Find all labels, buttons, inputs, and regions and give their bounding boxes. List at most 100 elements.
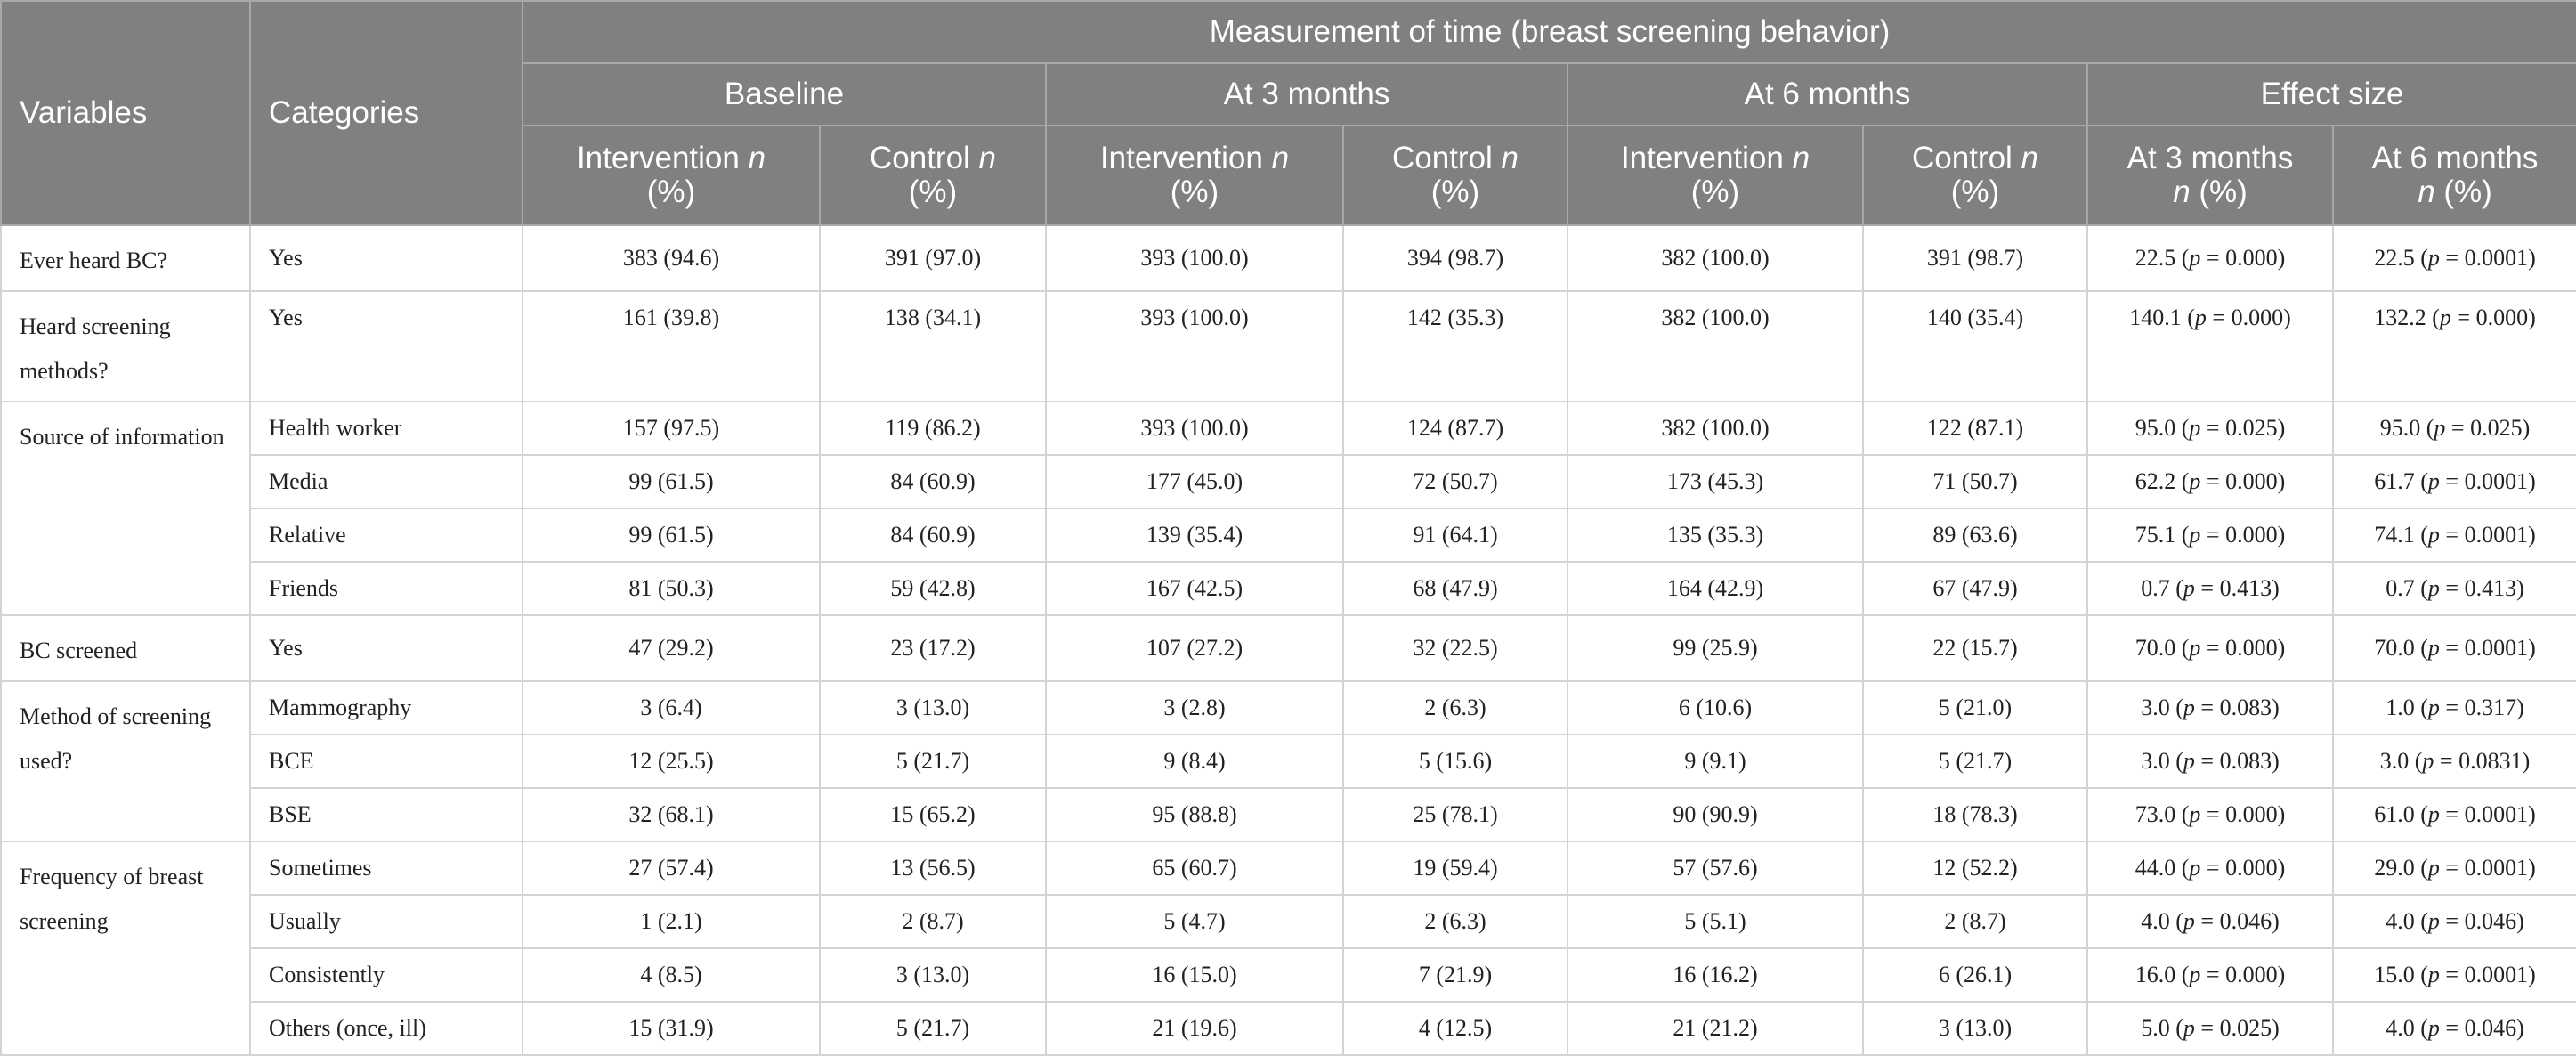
effect-size-cell: 22.5 (p = 0.000): [2086, 224, 2334, 292]
value-cell: 57 (57.6): [1567, 841, 1864, 896]
category-cell: Yes: [249, 290, 523, 402]
value-cell: 139 (35.4): [1045, 508, 1344, 563]
header-intervention: Intervention n (%): [1045, 125, 1344, 226]
value-cell: 157 (97.5): [522, 401, 821, 456]
table-row: Friends 81 (50.3) 59 (42.8) 167 (42.5) 68 (4…: [1, 561, 2576, 616]
effect-size-cell: 3.0 (p = 0.083): [2086, 680, 2334, 735]
effect-size-cell: 70.0 (p = 0.0001): [2331, 614, 2576, 682]
value-cell: 393 (100.0): [1045, 401, 1344, 456]
value-cell: 382 (100.0): [1567, 290, 1864, 402]
table-row: Consistently 4 (8.5) 3 (13.0) 16 (15.0) 7 (2…: [1, 947, 2576, 1003]
value-cell: 13 (56.5): [819, 841, 1047, 896]
p-symbol: p: [2189, 245, 2201, 271]
value-cell: 12 (25.5): [522, 734, 821, 789]
value-cell: 5 (21.7): [819, 734, 1047, 789]
table-row: Source of information Health worker 157 (9…: [0, 401, 2576, 616]
p-symbol: p: [2427, 1015, 2440, 1041]
value-cell: 18 (78.3): [1862, 787, 2088, 842]
table-row: Media 99 (61.5) 84 (60.9) 177 (45.0) 72 (50.…: [1, 454, 2576, 509]
value-cell: 393 (100.0): [1045, 224, 1344, 292]
value-cell: 4 (8.5): [522, 947, 821, 1003]
value-cell: 4 (12.5): [1342, 1001, 1568, 1056]
effect-size-cell: 95.0 (p = 0.025): [2331, 401, 2576, 456]
p-symbol: p: [2427, 522, 2440, 548]
effect-size-cell: 29.0 (p = 0.0001): [2331, 841, 2576, 896]
p-symbol: p: [2427, 695, 2440, 720]
category-cell: Usually: [249, 894, 523, 949]
header-control: Control n (%): [1862, 125, 2088, 226]
value-cell: 68 (47.9): [1342, 561, 1568, 616]
p-symbol: p: [2189, 801, 2201, 827]
value-cell: 32 (68.1): [522, 787, 821, 842]
header-control: Control n (%): [1342, 125, 1568, 226]
header-categories: Categories: [249, 0, 523, 226]
value-cell: 47 (29.2): [522, 614, 821, 682]
p-symbol: p: [2427, 908, 2440, 934]
value-cell: 3 (13.0): [819, 680, 1047, 735]
p-symbol: p: [2189, 522, 2201, 548]
value-cell: 27 (57.4): [522, 841, 821, 896]
header-baseline: Baseline: [522, 62, 1047, 126]
effect-size-cell: 15.0 (p = 0.0001): [2331, 947, 2576, 1003]
value-cell: 6 (26.1): [1862, 947, 2088, 1003]
table-header: Variables Categories Measurement of time…: [0, 0, 2576, 226]
value-cell: 16 (16.2): [1567, 947, 1864, 1003]
n-symbol: n: [748, 141, 766, 175]
effect-size-cell: 5.0 (p = 0.025): [2086, 1001, 2334, 1056]
category-cell: Friends: [249, 561, 523, 616]
header-3-months: At 3 months: [1045, 62, 1568, 126]
value-cell: 167 (42.5): [1045, 561, 1344, 616]
value-cell: 7 (21.9): [1342, 947, 1568, 1003]
p-symbol: p: [2427, 635, 2440, 661]
p-symbol: p: [2183, 575, 2195, 601]
value-cell: 84 (60.9): [819, 508, 1047, 563]
category-cell: Yes: [249, 224, 523, 292]
n-symbol: n: [978, 141, 997, 175]
value-cell: 91 (64.1): [1342, 508, 1568, 563]
value-cell: 21 (19.6): [1045, 1001, 1344, 1056]
value-cell: 142 (35.3): [1342, 290, 1568, 402]
value-cell: 32 (22.5): [1342, 614, 1568, 682]
header-control: Control n (%): [819, 125, 1047, 226]
effect-size-cell: 4.0 (p = 0.046): [2331, 894, 2576, 949]
table-row: Others (once, ill) 15 (31.9) 5 (21.7) 21 (1…: [1, 1001, 2576, 1056]
value-cell: 5 (5.1): [1567, 894, 1864, 949]
category-cell: Health worker: [249, 401, 523, 456]
value-cell: 5 (21.7): [1862, 734, 2088, 789]
category-cell: BSE: [249, 787, 523, 842]
table-row: Frequency of breast screening Sometimes 27…: [0, 841, 2576, 1056]
effect-size-cell: 1.0 (p = 0.317): [2331, 680, 2576, 735]
value-cell: 391 (97.0): [819, 224, 1047, 292]
value-cell: 6 (10.6): [1567, 680, 1864, 735]
value-cell: 25 (78.1): [1342, 787, 1568, 842]
value-cell: 107 (27.2): [1045, 614, 1344, 682]
effect-size-cell: 0.7 (p = 0.413): [2331, 561, 2576, 616]
effect-size-cell: 22.5 (p = 0.0001): [2331, 224, 2576, 292]
table-row: Usually 1 (2.1) 2 (8.7) 5 (4.7) 2 (6.3) 5 (5.…: [1, 894, 2576, 949]
table-body: Ever heard BC? Yes 383 (94.6) 391 (97.0) 393…: [0, 224, 2576, 1056]
value-cell: 65 (60.7): [1045, 841, 1344, 896]
value-cell: 2 (6.3): [1342, 680, 1568, 735]
value-cell: 140 (35.4): [1862, 290, 2088, 402]
value-cell: 67 (47.9): [1862, 561, 2088, 616]
category-cell: Media: [249, 454, 523, 509]
value-cell: 382 (100.0): [1567, 224, 1864, 292]
p-symbol: p: [2189, 468, 2201, 494]
variable-cell: Method of screening used?: [0, 680, 251, 842]
value-cell: 15 (31.9): [522, 1001, 821, 1056]
p-symbol: p: [2427, 801, 2440, 827]
value-cell: 394 (98.7): [1342, 224, 1568, 292]
p-symbol: p: [2434, 415, 2446, 441]
effect-size-cell: 73.0 (p = 0.000): [2086, 787, 2334, 842]
value-cell: 3 (13.0): [819, 947, 1047, 1003]
effect-size-cell: 132.2 (p = 0.000): [2331, 290, 2576, 402]
value-cell: 5 (21.0): [1862, 680, 2088, 735]
p-symbol: p: [2194, 305, 2207, 330]
header-es-3-months: At 3 months n (%): [2086, 125, 2334, 226]
value-cell: 119 (86.2): [819, 401, 1047, 456]
value-cell: 161 (39.8): [522, 290, 821, 402]
value-cell: 382 (100.0): [1567, 401, 1864, 456]
value-cell: 9 (9.1): [1567, 734, 1864, 789]
variable-cell: Source of information: [0, 401, 251, 616]
